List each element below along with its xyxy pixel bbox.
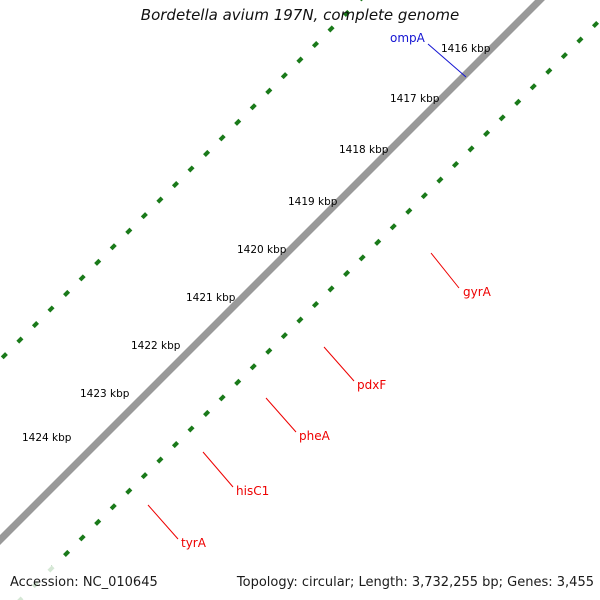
tick-label: 1420 kbp bbox=[237, 244, 287, 256]
leader-line-tyrA bbox=[147, 504, 179, 540]
gene-label-pdxF[interactable]: pdxF bbox=[357, 378, 386, 392]
leader-line-hisC1 bbox=[202, 451, 234, 488]
gene-label-gyrA[interactable]: gyrA bbox=[463, 285, 492, 299]
tick-label: 1423 kbp bbox=[80, 388, 130, 400]
leader-line-pdxF bbox=[323, 346, 355, 382]
gene-annotations[interactable]: ompA gyrA pdxF pheA hisC1 bbox=[147, 31, 492, 550]
tick-label: 1418 kbp bbox=[339, 144, 389, 156]
gene-annotation-tyrA[interactable]: tyrA bbox=[147, 504, 207, 550]
ruler-tick-labels: 1416 kbp 1417 kbp 1418 kbp 1419 kbp 1420… bbox=[22, 43, 491, 444]
gene-annotation-pdxF[interactable]: pdxF bbox=[323, 346, 386, 392]
gene-annotation-ompA[interactable]: ompA bbox=[390, 31, 467, 78]
gene-label-hisC1[interactable]: hisC1 bbox=[236, 484, 269, 498]
gene-annotation-hisC1[interactable]: hisC1 bbox=[202, 451, 269, 498]
status-bar: Accession: NC_010645 Topology: circular;… bbox=[0, 566, 600, 600]
gene-label-tyrA[interactable]: tyrA bbox=[181, 536, 207, 550]
leader-line-ompA bbox=[427, 43, 467, 78]
status-bar-background bbox=[0, 566, 600, 600]
page-title: Bordetella avium 197N, complete genome bbox=[141, 6, 459, 24]
gene-label-pheA[interactable]: pheA bbox=[299, 429, 331, 443]
accession-label: Accession: NC_010645 bbox=[10, 575, 158, 590]
gene-label-ompA[interactable]: ompA bbox=[390, 31, 426, 45]
tick-label: 1419 kbp bbox=[288, 196, 338, 208]
tick-label: 1417 kbp bbox=[390, 93, 440, 105]
gc-skew-track-upper bbox=[0, 0, 363, 363]
page-title-group: Bordetella avium 197N, complete genome bbox=[141, 6, 459, 24]
leader-line-pheA bbox=[265, 397, 297, 433]
tick-label: 1422 kbp bbox=[131, 340, 181, 352]
gene-annotation-gyrA[interactable]: gyrA bbox=[430, 252, 492, 299]
reverse-strand-track[interactable] bbox=[340, 0, 600, 269]
tick-label: 1424 kbp bbox=[22, 432, 72, 444]
gene-annotation-pheA[interactable]: pheA bbox=[265, 397, 331, 443]
tick-label: 1421 kbp bbox=[186, 292, 236, 304]
genome-summary-label: Topology: circular; Length: 3,732,255 bp… bbox=[236, 575, 594, 590]
tick-label: 1416 kbp bbox=[441, 43, 491, 55]
leader-line-gyrA bbox=[430, 252, 460, 289]
